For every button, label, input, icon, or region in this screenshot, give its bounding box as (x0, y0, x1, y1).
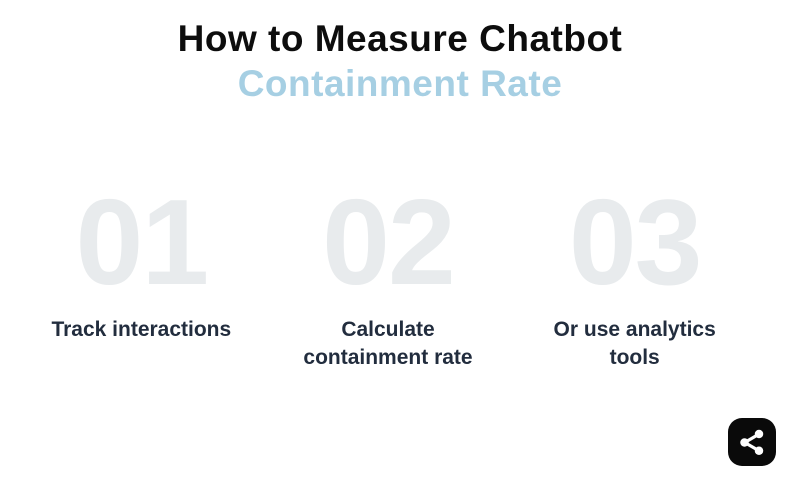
share-icon (737, 427, 767, 457)
title-block: How to Measure Chatbot Containment Rate (0, 0, 800, 106)
step-2-number: 02 (322, 174, 456, 310)
step-2: 02 Calculate containment rate (265, 174, 512, 372)
share-button[interactable] (728, 418, 776, 466)
step-3: 03 Or use analytics tools (511, 174, 758, 372)
step-2-label: Calculate containment rate (303, 318, 473, 369)
page-title: How to Measure Chatbot (177, 18, 623, 59)
step-3-label: Or use analytics tools (553, 318, 716, 369)
step-1-number: 01 (75, 174, 209, 310)
step-1-label: Track interactions (51, 318, 232, 341)
step-1: 01 Track interactions (18, 174, 265, 372)
step-3-number: 03 (568, 174, 703, 310)
page-subtitle: Containment Rate (237, 63, 563, 104)
steps-row: 01 Track interactions 02 Calculate conta… (18, 174, 758, 372)
